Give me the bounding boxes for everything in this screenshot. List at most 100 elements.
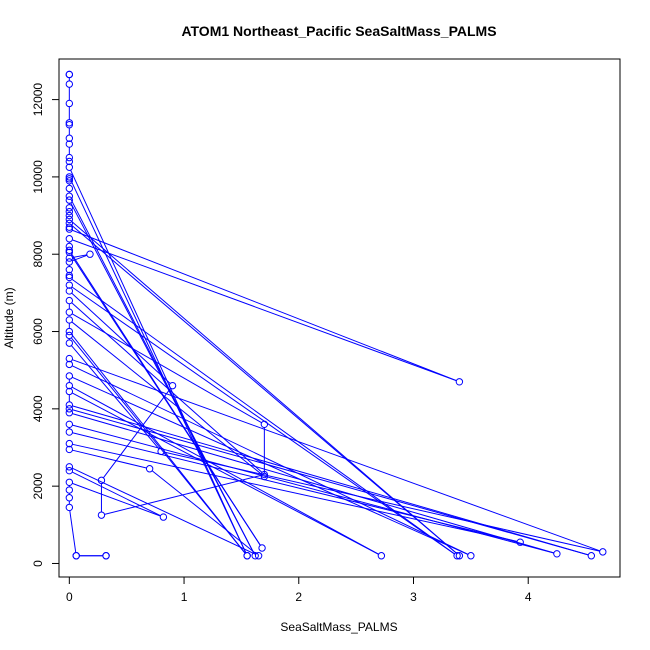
series-line-segment xyxy=(69,510,77,553)
data-point xyxy=(65,248,74,256)
data-point xyxy=(65,478,74,486)
data-point xyxy=(260,420,269,429)
data-point xyxy=(599,548,607,556)
x-axis-label: SeaSaltMass_PALMS xyxy=(280,620,397,634)
series-line-segment xyxy=(72,405,589,556)
data-point xyxy=(254,552,263,560)
data-point xyxy=(453,552,461,560)
axis-layer: 0 1 2 3 4 0 2000 4000 6000 8000 10000 12000 xyxy=(31,83,532,604)
data-point xyxy=(65,316,74,324)
data-point xyxy=(65,134,74,142)
series-line-segment xyxy=(72,376,469,555)
y-tick-label: 0 xyxy=(31,560,45,567)
data-point xyxy=(65,258,74,266)
y-axis-label: Altitude (m) xyxy=(2,287,16,348)
data-point xyxy=(97,511,106,519)
series-line-segment xyxy=(71,471,161,517)
series-line-segment xyxy=(72,413,554,554)
chart-title: ATOM1 Northeast_Pacific SeaSaltMass_PALM… xyxy=(181,23,496,39)
data-point xyxy=(65,175,74,183)
data-point xyxy=(251,552,259,560)
data-point xyxy=(65,99,74,108)
series-line-segment xyxy=(71,365,469,555)
y-tick-label: 8000 xyxy=(31,241,45,268)
y-tick-label: 10000 xyxy=(31,160,45,194)
data-layer xyxy=(65,70,607,560)
data-point xyxy=(102,552,110,560)
series-line-segment xyxy=(72,467,256,555)
data-point xyxy=(65,331,74,340)
x-tick-label: 4 xyxy=(525,590,532,604)
x-tick-label: 2 xyxy=(295,590,302,604)
data-point xyxy=(65,225,74,233)
data-point xyxy=(516,538,524,546)
data-point xyxy=(65,463,74,471)
data-point xyxy=(455,378,464,386)
x-tick-label: 0 xyxy=(66,590,73,604)
series-line-segment xyxy=(71,392,379,555)
data-point xyxy=(65,207,74,216)
data-point xyxy=(65,405,74,413)
series-line-segment xyxy=(70,179,247,554)
data-point xyxy=(65,360,74,369)
series-line-segment xyxy=(72,443,518,543)
series-line-segment xyxy=(71,286,455,555)
data-point xyxy=(159,513,168,521)
data-point xyxy=(260,470,269,479)
data-point xyxy=(65,354,74,363)
data-point xyxy=(65,177,74,185)
series-line-segment xyxy=(72,254,88,262)
data-point xyxy=(65,439,74,448)
x-tick-label: 1 xyxy=(181,590,188,604)
series-line-segment xyxy=(72,432,518,542)
data-point xyxy=(65,308,74,316)
series-line-segment xyxy=(72,359,600,552)
data-point xyxy=(65,271,74,280)
data-point xyxy=(65,428,74,436)
series-line-segment xyxy=(71,386,379,555)
series-line-segment xyxy=(72,254,87,258)
y-tick-label: 4000 xyxy=(31,395,45,422)
data-point xyxy=(145,465,154,473)
data-point xyxy=(65,192,74,200)
series-line-segment xyxy=(70,337,246,554)
data-point xyxy=(258,544,266,552)
data-point xyxy=(65,70,74,79)
data-point xyxy=(65,223,74,231)
data-point xyxy=(65,339,74,347)
series-line-segment xyxy=(72,409,589,556)
series-line-segment xyxy=(70,202,255,554)
series-line-segment xyxy=(72,449,147,469)
data-point xyxy=(65,119,74,127)
data-point xyxy=(65,211,74,220)
data-point xyxy=(65,273,74,282)
data-point xyxy=(65,163,74,171)
data-point xyxy=(65,153,74,162)
data-point xyxy=(65,296,74,305)
series-line-segment xyxy=(72,482,161,517)
data-point xyxy=(65,494,74,502)
data-point xyxy=(65,387,74,396)
data-point xyxy=(65,265,74,274)
data-point xyxy=(467,552,475,560)
data-point xyxy=(377,552,386,560)
data-point xyxy=(455,552,464,560)
series-line-segment xyxy=(71,292,171,384)
data-point xyxy=(65,254,74,262)
data-point xyxy=(65,80,74,88)
data-point xyxy=(157,447,165,456)
data-point xyxy=(97,476,106,485)
data-point xyxy=(65,204,74,212)
data-point xyxy=(65,121,74,129)
x-tick-label: 3 xyxy=(410,590,417,604)
data-point xyxy=(65,246,74,255)
series-line-segment xyxy=(102,387,172,479)
y-tick-label: 12000 xyxy=(31,83,45,117)
data-point xyxy=(65,196,74,204)
data-point xyxy=(65,445,74,454)
series-line-segment xyxy=(72,239,457,382)
plot-frame xyxy=(58,58,621,578)
data-point xyxy=(587,552,596,560)
series-line-segment xyxy=(71,302,263,473)
